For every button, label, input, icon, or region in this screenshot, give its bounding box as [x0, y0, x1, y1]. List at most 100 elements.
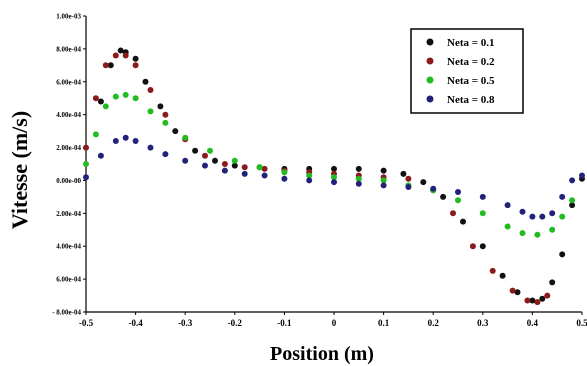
- legend-items: Neta = 0.1 Neta = 0.2 Neta = 0.5 Neta = 0.8: [426, 37, 495, 106]
- data-point: [499, 272, 506, 279]
- x-tick-label: 0.4: [527, 318, 539, 328]
- x-tick-label: 0.5: [576, 318, 587, 328]
- data-point: [331, 174, 337, 181]
- data-point: [122, 52, 129, 59]
- x-axis-ticks: -0.5 -0.4 -0.3 -0.2 -0.1 0 0.1 0.2 0.3 0.4 0.5: [79, 312, 587, 328]
- legend-item: Neta = 0.5: [426, 75, 495, 87]
- data-point: [405, 175, 412, 182]
- y-tick-label: 0.00e-00: [56, 177, 81, 185]
- data-point: [261, 165, 268, 172]
- data-point: [182, 157, 189, 164]
- data-point: [380, 182, 387, 189]
- data-point: [231, 157, 238, 164]
- data-point: [162, 111, 169, 118]
- data-point: [231, 162, 238, 169]
- x-tick-label: 0.3: [477, 318, 489, 328]
- y-tick-label: 6.00e-04: [56, 78, 81, 86]
- legend-item: Neta = 0.2: [426, 56, 495, 68]
- data-point: [212, 157, 218, 164]
- data-point: [241, 164, 248, 171]
- data-point: [569, 202, 576, 209]
- data-point: [529, 297, 536, 304]
- x-tick-label: -0.3: [178, 318, 193, 328]
- data-point: [544, 292, 551, 299]
- data-point: [569, 197, 576, 204]
- data-point: [142, 78, 149, 85]
- data-point: [549, 279, 556, 286]
- data-point: [83, 174, 89, 181]
- data-point: [479, 243, 486, 250]
- data-point: [192, 147, 199, 154]
- data-point: [524, 297, 531, 304]
- data-point: [172, 128, 179, 135]
- data-point: [182, 134, 189, 141]
- data-point: [489, 267, 496, 274]
- legend-label: Neta = 0.5: [447, 75, 495, 87]
- data-point: [355, 180, 362, 187]
- x-tick-label: 0: [332, 318, 337, 328]
- data-point: [112, 93, 119, 100]
- data-point: [97, 152, 104, 159]
- data-point: [455, 197, 461, 204]
- data-point: [92, 131, 99, 138]
- series-4: [83, 134, 585, 220]
- data-point: [534, 231, 541, 238]
- series-3: [83, 91, 576, 238]
- y-tick-label: 8.00e-04: [56, 45, 81, 53]
- data-point: [479, 193, 486, 200]
- data-point: [306, 177, 313, 184]
- data-point: [514, 289, 521, 296]
- data-point: [529, 213, 536, 220]
- data-point: [112, 52, 119, 59]
- data-point: [112, 138, 119, 144]
- data-point: [202, 152, 208, 159]
- data-point: [221, 161, 228, 167]
- data-point: [281, 169, 288, 176]
- data-point: [147, 144, 154, 151]
- y-tick-label: - 8.00e-04: [52, 309, 81, 317]
- data-point: [420, 179, 427, 186]
- data-point: [162, 151, 169, 158]
- legend-marker: [426, 57, 434, 65]
- data-point: [504, 223, 511, 230]
- x-tick-label: -0.5: [79, 318, 94, 328]
- legend-label: Neta = 0.8: [447, 94, 495, 106]
- data-point: [380, 167, 387, 174]
- legend-item: Neta = 0.8: [426, 94, 495, 106]
- data-point: [534, 299, 541, 306]
- data-point: [83, 161, 89, 167]
- data-point: [92, 95, 99, 102]
- y-tick-label: 6.00e-04: [56, 276, 81, 284]
- data-point: [519, 230, 526, 237]
- data-point: [107, 62, 114, 69]
- data-point: [241, 170, 248, 177]
- legend-marker: [426, 95, 434, 103]
- x-tick-label: 0.2: [428, 318, 440, 328]
- data-point: [504, 202, 511, 209]
- data-point: [440, 193, 447, 200]
- data-point: [539, 213, 546, 220]
- y-tick-label: 2.00e-04: [56, 144, 81, 152]
- data-point: [102, 62, 109, 69]
- data-point: [455, 189, 461, 195]
- data-point: [400, 170, 407, 177]
- x-tick-label: -0.1: [277, 318, 292, 328]
- data-point: [559, 251, 566, 258]
- legend: Neta = 0.1 Neta = 0.2 Neta = 0.5 Neta = 0.8: [410, 28, 524, 114]
- data-point: [559, 193, 566, 200]
- data-point: [261, 172, 268, 179]
- data-point: [331, 165, 337, 172]
- data-point: [162, 119, 169, 126]
- legend-marker: [426, 38, 434, 46]
- data-point: [355, 175, 362, 182]
- x-tick-label: 0.1: [378, 318, 390, 328]
- x-tick-label: -0.4: [128, 318, 143, 328]
- data-point: [380, 177, 387, 184]
- data-point: [256, 164, 263, 171]
- data-point: [157, 103, 164, 110]
- data-point: [559, 213, 566, 220]
- data-points: [83, 47, 585, 306]
- data-point: [132, 138, 139, 144]
- y-axis-title: Vitesse (m/s): [7, 111, 32, 229]
